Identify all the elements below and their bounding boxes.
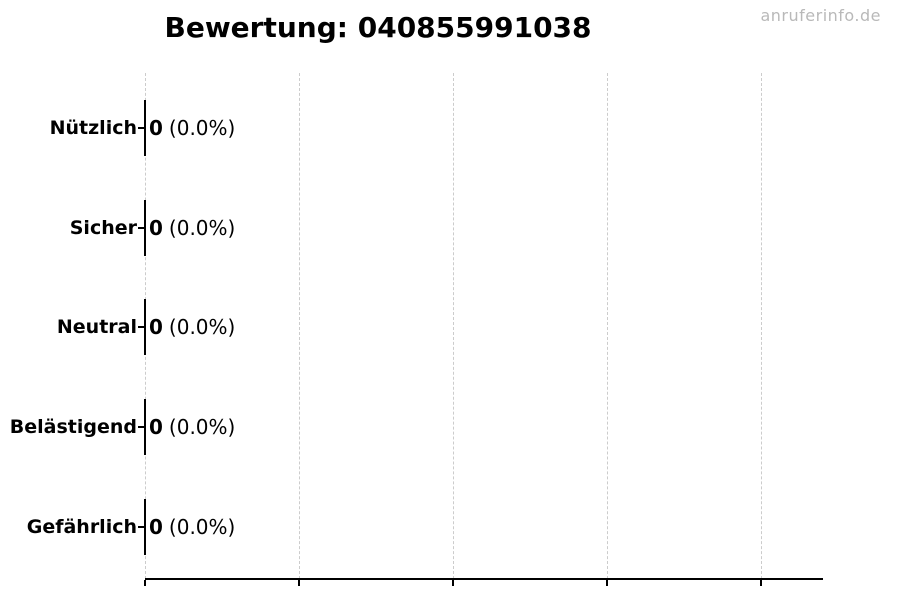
x-axis-tick	[452, 580, 454, 586]
gridline	[453, 73, 454, 579]
x-axis-tick	[760, 580, 762, 586]
x-axis-tick	[144, 580, 146, 586]
gridline	[761, 73, 762, 579]
x-axis-line	[145, 578, 823, 580]
bar-value-label: 0 (0.0%)	[149, 515, 235, 539]
category-label: Sicher	[69, 217, 137, 239]
bar-count: 0	[149, 515, 163, 539]
bar-count: 0	[149, 216, 163, 240]
bar-percent: (0.0%)	[168, 116, 236, 140]
y-axis-tick	[138, 127, 146, 129]
bar-count: 0	[149, 315, 163, 339]
category-label: Nützlich	[49, 117, 137, 139]
bar-value-label: 0 (0.0%)	[149, 116, 235, 140]
zero-width-bar	[144, 100, 146, 156]
zero-width-bar	[144, 299, 146, 355]
bar-percent: (0.0%)	[168, 216, 236, 240]
zero-width-bar	[144, 200, 146, 256]
x-axis-tick	[298, 580, 300, 586]
gridline	[299, 73, 300, 579]
x-axis-tick	[606, 580, 608, 586]
bar-percent: (0.0%)	[168, 315, 236, 339]
chart-title: Bewertung: 040855991038	[164, 11, 592, 44]
category-label: Belästigend	[9, 416, 137, 438]
zero-width-bar	[144, 499, 146, 555]
bar-value-label: 0 (0.0%)	[149, 216, 235, 240]
bar-percent: (0.0%)	[168, 415, 236, 439]
category-label: Gefährlich	[26, 516, 137, 538]
y-axis-tick	[138, 227, 146, 229]
bar-value-label: 0 (0.0%)	[149, 415, 235, 439]
watermark: anruferinfo.de	[760, 6, 881, 25]
gridline	[607, 73, 608, 579]
y-axis-tick	[138, 426, 146, 428]
zero-width-bar	[144, 399, 146, 455]
plot-area	[144, 73, 823, 586]
category-label: Neutral	[56, 316, 137, 338]
y-axis-tick	[138, 326, 146, 328]
bar-count: 0	[149, 116, 163, 140]
bar-value-label: 0 (0.0%)	[149, 315, 235, 339]
bar-count: 0	[149, 415, 163, 439]
y-axis-tick	[138, 526, 146, 528]
bar-percent: (0.0%)	[168, 515, 236, 539]
